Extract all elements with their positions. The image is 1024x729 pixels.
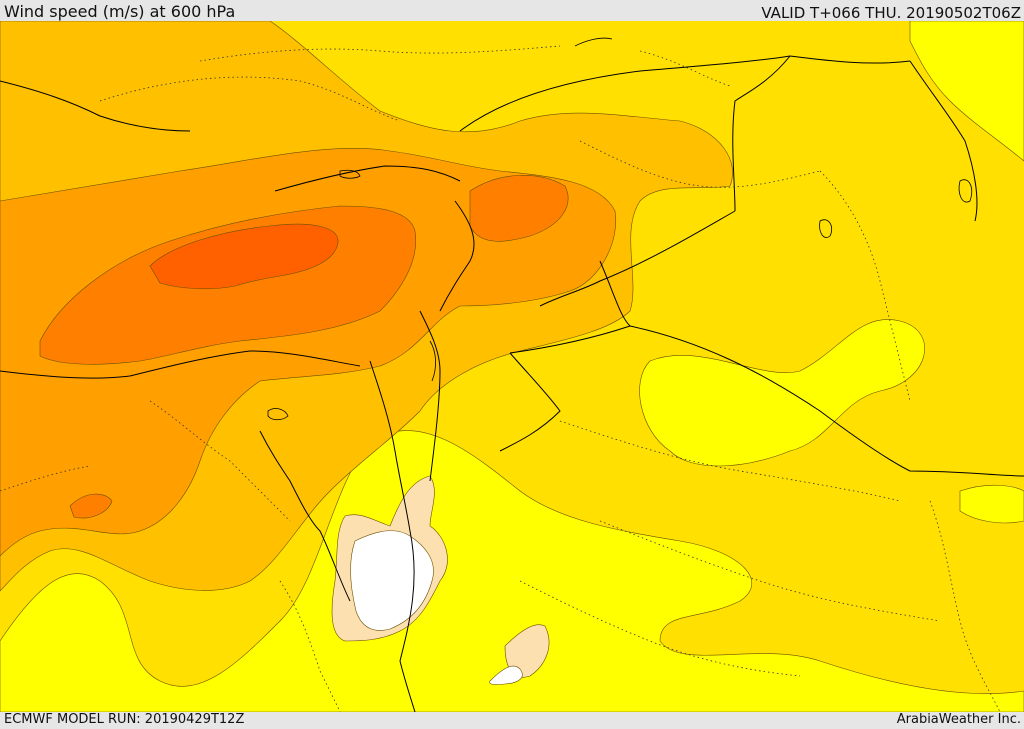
- field-level-7-east: [469, 175, 569, 242]
- border-line: [732, 55, 791, 212]
- dotted-boundary: [819, 170, 911, 402]
- field-level-3-northeast: [909, 21, 1024, 162]
- dotted-boundary: [149, 400, 291, 522]
- credit: ArabiaWeather Inc.: [896, 712, 1021, 727]
- field-level-7-west-small: [69, 493, 113, 519]
- island-outline: [429, 340, 436, 382]
- border-line: [0, 350, 361, 379]
- border-line: [259, 430, 351, 602]
- small-features: [267, 37, 973, 421]
- dotted-boundary: [519, 580, 801, 677]
- border-line: [419, 310, 441, 482]
- dotted-boundary: [199, 45, 561, 62]
- border-line: [509, 260, 631, 354]
- dotted-boundary: [579, 140, 821, 188]
- title-bar: Wind speed (m/s) at 600 hPa VALID T+066 …: [0, 0, 1024, 22]
- island-outline: [819, 219, 833, 238]
- map-panel[interactable]: [0, 21, 1024, 712]
- country-borders: [0, 55, 1024, 712]
- border-line: [629, 325, 1024, 477]
- dotted-boundary: [279, 580, 341, 712]
- dotted-boundary: [0, 465, 91, 492]
- border-line: [909, 60, 978, 222]
- border-line: [274, 165, 461, 192]
- island-outline: [267, 408, 289, 421]
- field-level-1-southeast: [489, 665, 523, 685]
- internal-boundaries: [0, 45, 1001, 712]
- field-level-3-east-right: [959, 484, 1024, 524]
- border-line: [439, 200, 475, 312]
- field-level-3-south: [0, 430, 1024, 712]
- footer-bar: ECMWF MODEL RUN: 20190429T12Z ArabiaWeat…: [0, 712, 1024, 729]
- wind-speed-map[interactable]: [0, 21, 1024, 712]
- dotted-boundary: [929, 500, 1001, 712]
- border-line: [459, 55, 911, 132]
- island-outline: [958, 179, 973, 203]
- island-outline: [574, 37, 613, 47]
- valid-time: VALID T+066 THU. 20190502T06Z: [761, 4, 1021, 22]
- island-outline: [339, 169, 361, 179]
- map-title: Wind speed (m/s) at 600 hPa: [4, 2, 236, 21]
- field-level-3-east-blob: [639, 319, 925, 467]
- field-level-1: [350, 530, 434, 631]
- model-run: ECMWF MODEL RUN: 20190429T12Z: [4, 712, 245, 727]
- border-line: [499, 352, 561, 452]
- field-level-8: [149, 223, 339, 290]
- border-line: [399, 530, 416, 712]
- border-line: [369, 360, 411, 532]
- dotted-boundary: [599, 520, 941, 622]
- border-line: [0, 80, 191, 132]
- border-line: [539, 210, 736, 307]
